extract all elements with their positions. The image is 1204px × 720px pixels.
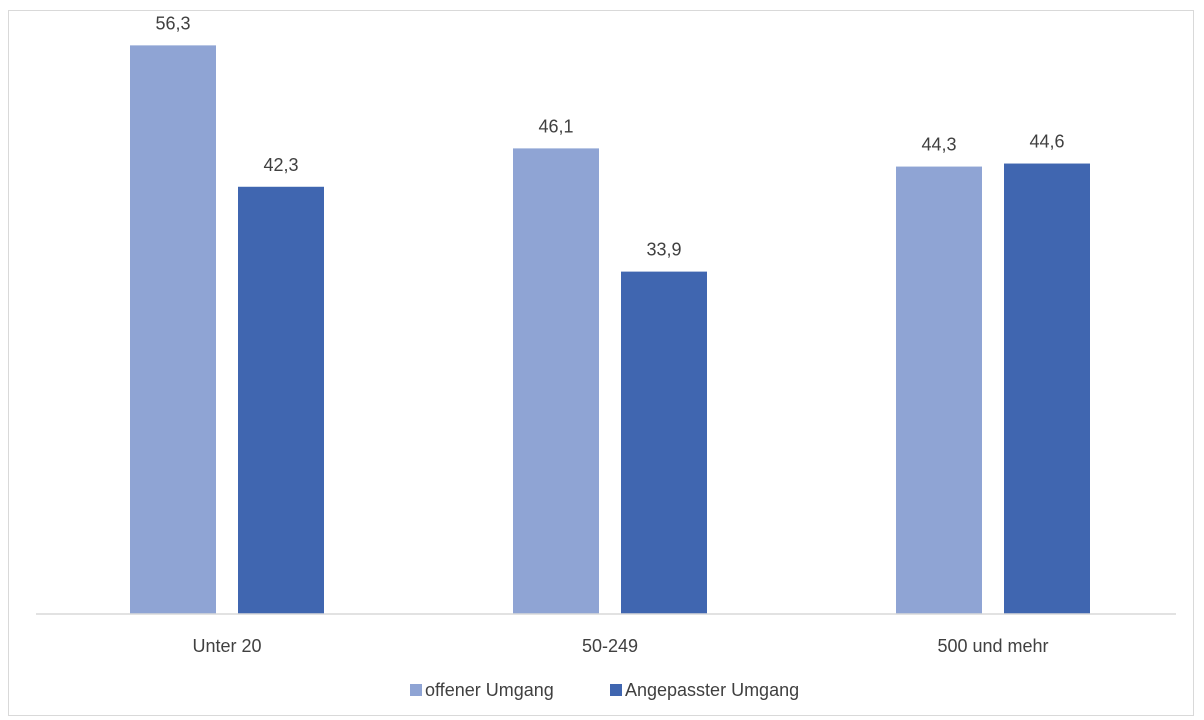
legend-label-angepasster-umgang: Angepasster Umgang (625, 680, 799, 700)
data-label-angepasster-umgang-unter-20: 42,3 (263, 155, 298, 175)
data-labels-group: 56,3 42,3 46,1 33,9 44,3 44,6 (155, 13, 1064, 259)
data-label-angepasster-umgang-500-und-mehr: 44,6 (1029, 132, 1064, 152)
bar-offener-umgang-unter-20 (130, 45, 216, 615)
x-tick-labels-group: Unter 20 50-249 500 und mehr (192, 636, 1048, 656)
legend: offener Umgang Angepasster Umgang (410, 680, 799, 700)
data-label-offener-umgang-50-249: 46,1 (538, 116, 573, 136)
bar-offener-umgang-50-249 (513, 148, 599, 614)
x-tick-label-unter-20: Unter 20 (192, 636, 261, 656)
legend-swatch-offener-umgang (410, 684, 422, 696)
x-tick-label-500-und-mehr: 500 und mehr (937, 636, 1048, 656)
bars-group (130, 45, 1090, 615)
data-label-angepasster-umgang-50-249: 33,9 (646, 240, 681, 260)
x-tick-label-50-249: 50-249 (582, 636, 638, 656)
bar-angepasster-umgang-50-249 (621, 271, 707, 614)
bar-offener-umgang-500-und-mehr (896, 166, 982, 614)
data-label-offener-umgang-unter-20: 56,3 (155, 13, 190, 33)
bar-angepasster-umgang-500-und-mehr (1004, 163, 1090, 615)
data-label-offener-umgang-500-und-mehr: 44,3 (921, 135, 956, 155)
legend-swatch-angepasster-umgang (610, 684, 622, 696)
legend-label-offener-umgang: offener Umgang (425, 680, 554, 700)
bar-angepasster-umgang-unter-20 (238, 186, 324, 614)
